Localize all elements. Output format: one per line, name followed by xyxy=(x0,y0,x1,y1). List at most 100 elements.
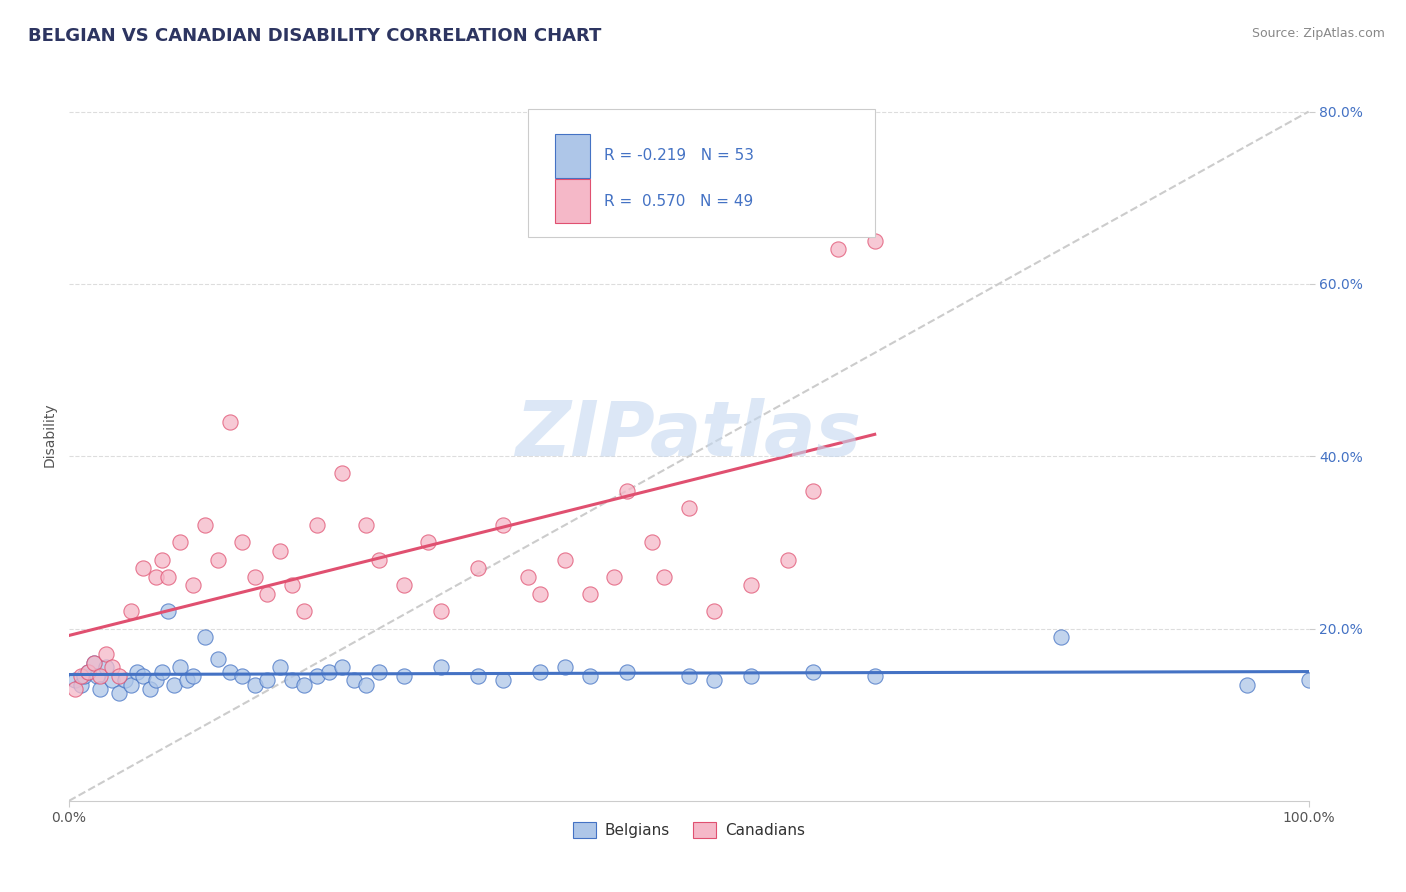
Point xyxy=(145,673,167,688)
Text: ZIPatlas: ZIPatlas xyxy=(516,398,862,472)
Point xyxy=(430,660,453,674)
Point xyxy=(132,561,155,575)
Point xyxy=(157,570,180,584)
Point xyxy=(578,587,600,601)
Point xyxy=(219,415,242,429)
Point xyxy=(492,673,515,688)
Point xyxy=(367,665,389,679)
Y-axis label: Disability: Disability xyxy=(44,402,58,467)
Point xyxy=(740,578,762,592)
Point xyxy=(392,669,415,683)
Text: Source: ZipAtlas.com: Source: ZipAtlas.com xyxy=(1251,27,1385,40)
Point xyxy=(207,651,229,665)
Point xyxy=(776,552,799,566)
Point xyxy=(256,587,278,601)
Point xyxy=(678,669,700,683)
Point xyxy=(281,578,304,592)
Point xyxy=(827,243,849,257)
Text: R =  0.570   N = 49: R = 0.570 N = 49 xyxy=(605,194,754,209)
Point xyxy=(356,677,378,691)
Point xyxy=(94,648,117,662)
Point xyxy=(740,669,762,683)
Point xyxy=(89,669,111,683)
Point xyxy=(181,578,204,592)
Point xyxy=(169,535,191,549)
Point xyxy=(181,669,204,683)
Point xyxy=(176,673,198,688)
Point xyxy=(150,665,173,679)
Point xyxy=(330,660,353,674)
Point xyxy=(640,535,662,549)
Point xyxy=(1298,673,1320,688)
Point xyxy=(281,673,304,688)
Point xyxy=(578,669,600,683)
Point xyxy=(163,677,186,691)
Text: R = -0.219   N = 53: R = -0.219 N = 53 xyxy=(605,148,755,163)
FancyBboxPatch shape xyxy=(527,109,875,237)
Point xyxy=(256,673,278,688)
Point xyxy=(269,660,291,674)
Point xyxy=(318,665,340,679)
Point xyxy=(863,669,886,683)
Point xyxy=(467,561,489,575)
Point xyxy=(76,665,98,679)
Point xyxy=(101,660,124,674)
Point xyxy=(194,630,217,644)
Point xyxy=(114,673,136,688)
Point xyxy=(603,570,626,584)
Point xyxy=(492,518,515,533)
Point xyxy=(76,665,98,679)
Point xyxy=(73,669,96,683)
Point xyxy=(343,673,366,688)
Point xyxy=(107,669,129,683)
Point xyxy=(294,604,316,618)
Point xyxy=(63,673,86,688)
Point xyxy=(554,660,576,674)
Point xyxy=(801,665,824,679)
Point xyxy=(418,535,440,549)
Point xyxy=(703,673,725,688)
Point xyxy=(430,604,453,618)
Point xyxy=(86,669,108,683)
Point xyxy=(367,552,389,566)
Point xyxy=(127,665,149,679)
Point xyxy=(703,604,725,618)
Point xyxy=(169,660,191,674)
Point xyxy=(1236,677,1258,691)
Point xyxy=(529,665,551,679)
Point xyxy=(231,535,253,549)
Text: BELGIAN VS CANADIAN DISABILITY CORRELATION CHART: BELGIAN VS CANADIAN DISABILITY CORRELATI… xyxy=(28,27,602,45)
Point xyxy=(63,681,86,696)
Point xyxy=(89,681,111,696)
Point xyxy=(392,578,415,592)
Point xyxy=(1049,630,1071,644)
Legend: Belgians, Canadians: Belgians, Canadians xyxy=(567,816,811,845)
Point xyxy=(269,544,291,558)
Point xyxy=(107,686,129,700)
Point xyxy=(231,669,253,683)
Bar xyxy=(555,179,589,223)
Point xyxy=(207,552,229,566)
Point xyxy=(678,500,700,515)
Point xyxy=(243,570,266,584)
Point xyxy=(219,665,242,679)
Point xyxy=(529,587,551,601)
Point xyxy=(516,570,538,584)
Point xyxy=(120,604,142,618)
Point xyxy=(467,669,489,683)
Bar xyxy=(555,134,589,178)
Point xyxy=(243,677,266,691)
Point xyxy=(145,570,167,584)
Point xyxy=(132,669,155,683)
Point xyxy=(101,673,124,688)
Point xyxy=(194,518,217,533)
Point xyxy=(616,665,638,679)
Point xyxy=(157,604,180,618)
Point xyxy=(616,483,638,498)
Point xyxy=(120,677,142,691)
Point xyxy=(70,669,93,683)
Point xyxy=(838,208,860,222)
Point xyxy=(305,669,328,683)
Point xyxy=(652,570,675,584)
Point xyxy=(554,552,576,566)
